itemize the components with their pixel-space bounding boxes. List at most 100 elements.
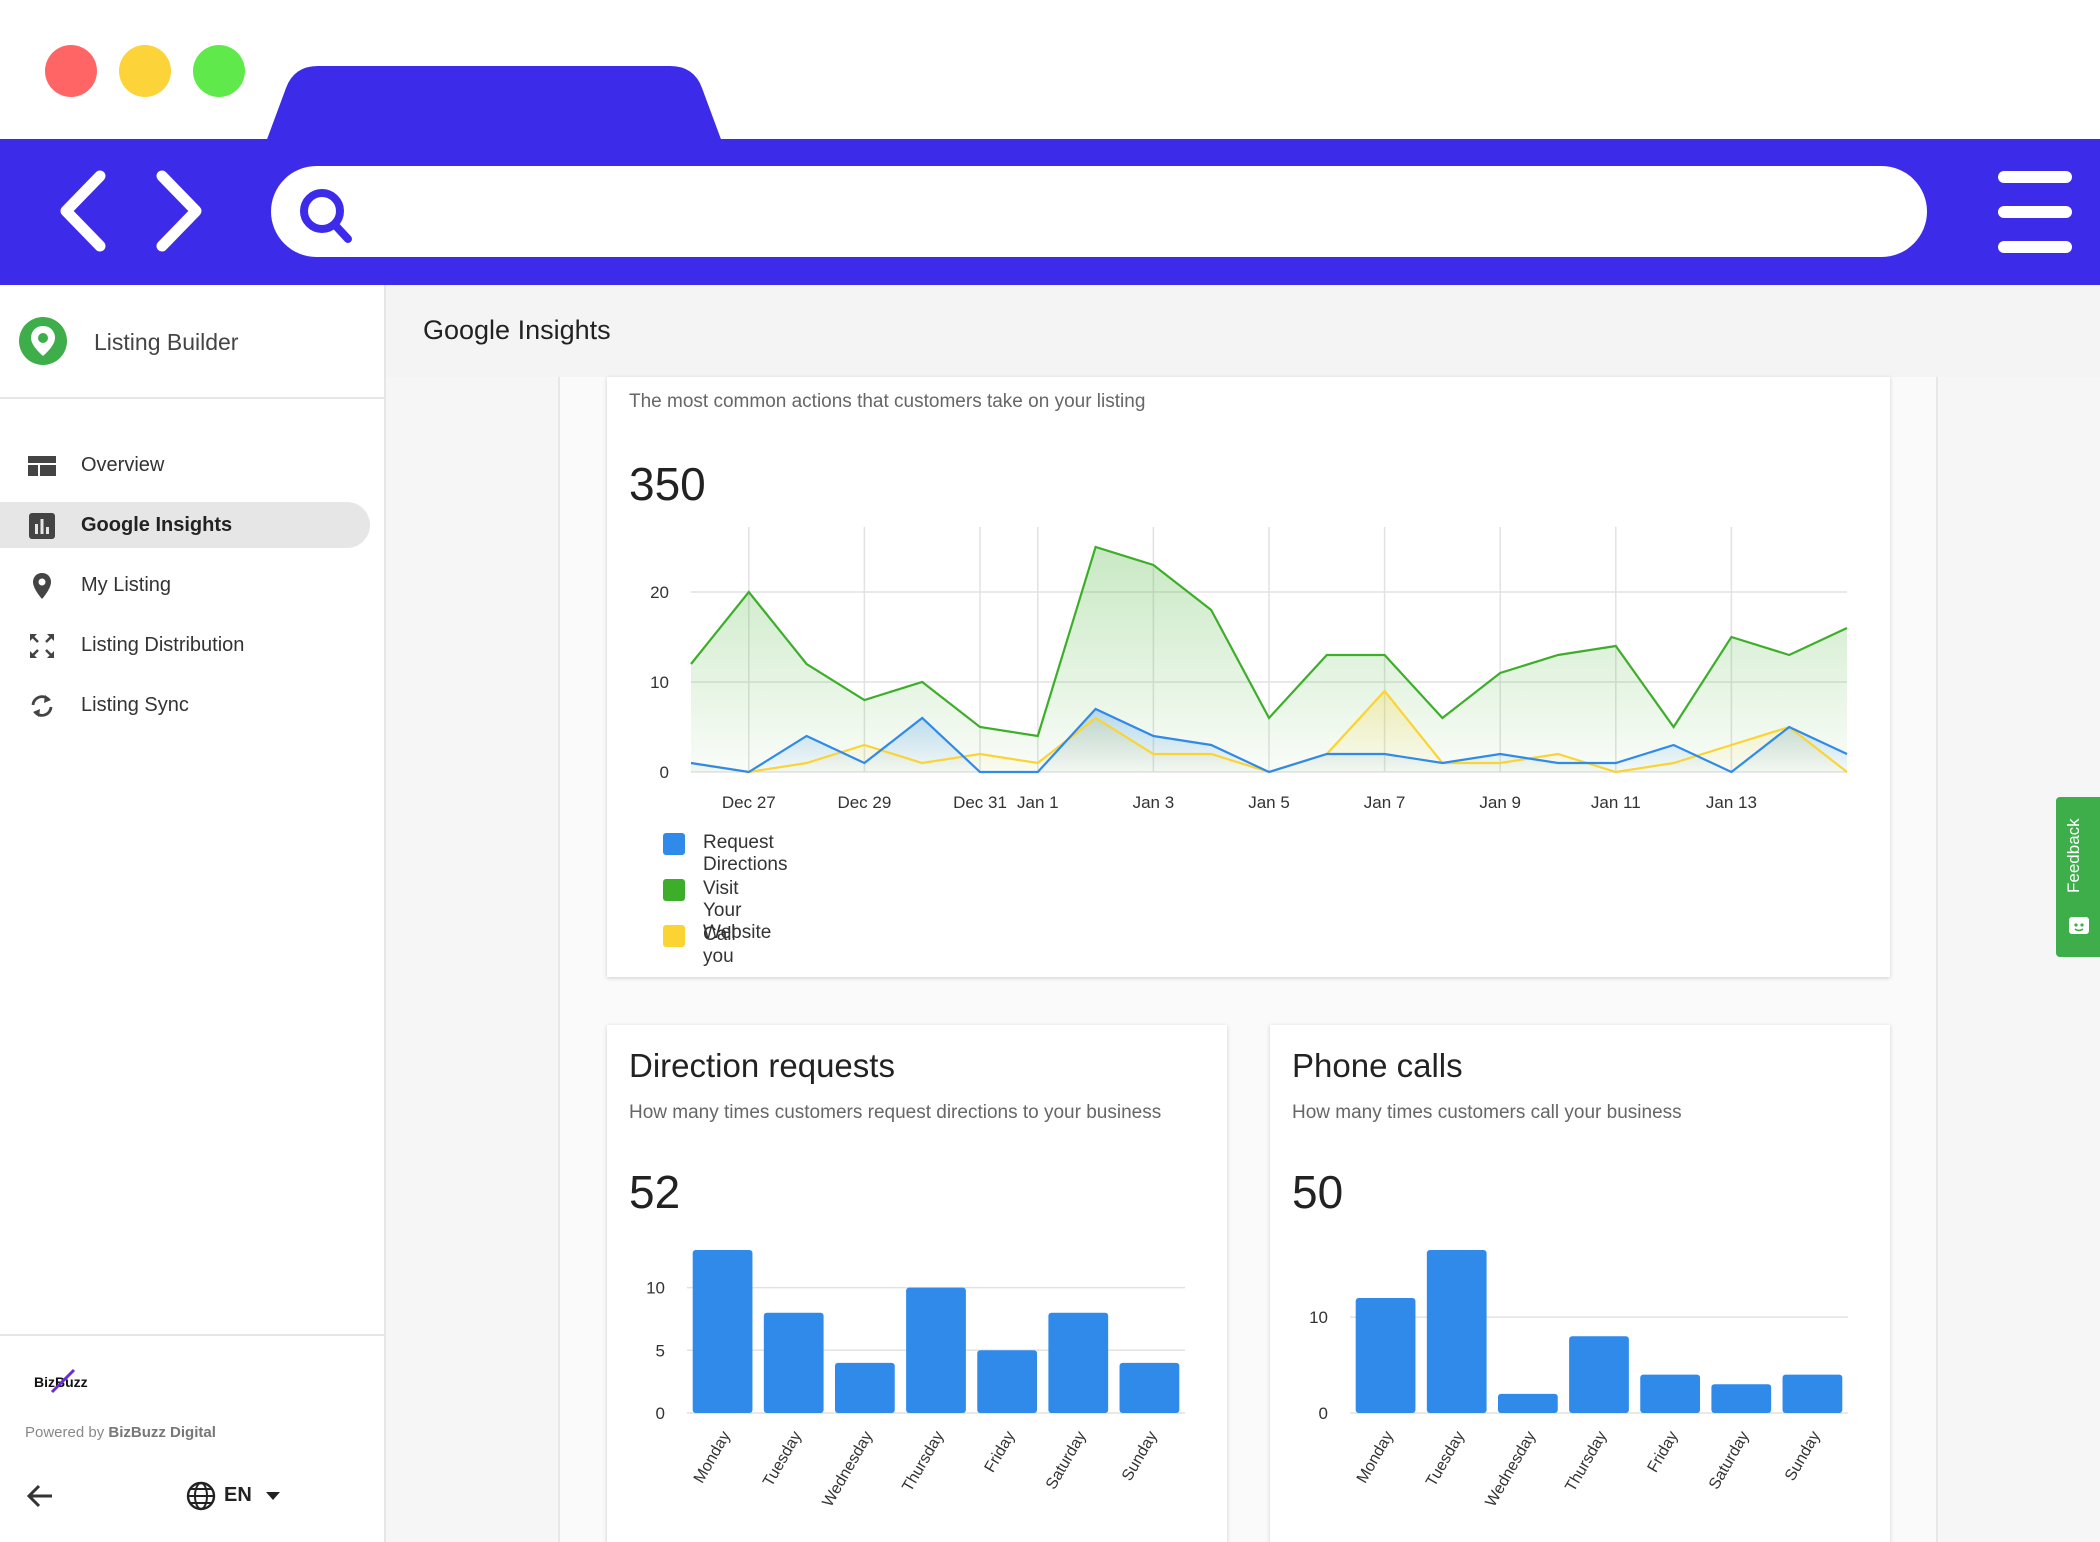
x-tick-label: Jan 3 <box>1133 793 1175 812</box>
window-minimize-dot[interactable] <box>119 45 171 97</box>
direction-requests-card: Direction requests How many times custom… <box>607 1025 1227 1542</box>
x-tick-label: Dec 27 <box>722 793 776 812</box>
bar <box>906 1287 966 1413</box>
feedback-tab[interactable]: Feedback <box>2056 797 2100 957</box>
bar <box>834 1362 895 1413</box>
language-selector[interactable]: EN <box>186 1480 286 1514</box>
card-subtitle: The most common actions that customers t… <box>629 391 1146 412</box>
sidebar-item-label: My Listing <box>81 574 172 596</box>
y-tick-label: 0 <box>1319 1404 1328 1423</box>
sidebar-item-label: Overview <box>81 454 165 476</box>
back-arrow-icon[interactable] <box>26 1481 56 1511</box>
sidebar-item-overview[interactable]: Overview <box>0 442 370 488</box>
browser-tab[interactable] <box>266 66 726 142</box>
window-maximize-dot[interactable] <box>193 45 245 97</box>
x-tick-label: Dec 29 <box>837 793 891 812</box>
x-tick-label: Friday <box>982 1429 1019 1476</box>
x-tick-label: Thursday <box>899 1429 947 1495</box>
x-tick-label: Wednesday <box>1482 1429 1539 1510</box>
y-tick-label: 20 <box>650 583 669 602</box>
x-tick-label: Sunday <box>1119 1429 1161 1484</box>
bar <box>692 1250 753 1413</box>
bar <box>1048 1312 1109 1413</box>
x-tick-label: Wednesday <box>819 1429 876 1510</box>
legend-swatch <box>663 925 685 947</box>
x-tick-label: Jan 9 <box>1479 793 1521 812</box>
series-area <box>691 709 1847 772</box>
x-tick-label: Saturday <box>1706 1429 1753 1493</box>
card-title: Direction requests <box>629 1047 895 1084</box>
bizbuzz-logo: BizBuzz <box>34 1368 88 1394</box>
x-tick-label: Monday <box>1354 1429 1397 1487</box>
address-bar[interactable] <box>271 166 1927 257</box>
bar <box>1355 1297 1416 1413</box>
directions-bar-chart: 0 5 10 Monday Tuesday Wednesday Thursday Friday… <box>646 1250 1185 1510</box>
x-tick-label: Jan 5 <box>1248 793 1290 812</box>
location-pin-icon <box>33 573 51 599</box>
feedback-chat-icon <box>2069 917 2089 934</box>
sidebar-item-my-listing[interactable]: My Listing <box>0 562 370 608</box>
bar-chart-icon <box>29 513 55 539</box>
sidebar-item-label: Google Insights <box>81 514 233 536</box>
phone-calls-card: Phone calls How many times customers cal… <box>1270 1025 1890 1542</box>
card-total: 50 <box>1292 1166 1344 1218</box>
bar <box>1569 1336 1629 1413</box>
search-icon[interactable] <box>290 183 360 247</box>
chevron-down-icon <box>266 1492 280 1500</box>
sidebar-brand[interactable]: Listing Builder <box>0 285 384 399</box>
y-tick-label: 10 <box>1309 1308 1328 1327</box>
card-subtitle: How many times customers call your busin… <box>1292 1102 1682 1123</box>
bar <box>977 1350 1038 1413</box>
bar <box>1426 1250 1487 1413</box>
page-title: Google Insights <box>423 315 611 345</box>
bar <box>1782 1374 1843 1413</box>
language-code: EN <box>224 1484 252 1506</box>
legend-label: Visit Your Website <box>703 878 772 943</box>
sidebar-footer: BizBuzz Powered by BizBuzz Digital EN <box>0 1334 384 1542</box>
sync-icon <box>31 695 53 717</box>
legend-swatch <box>663 879 685 901</box>
listing-builder-logo-icon <box>19 317 67 365</box>
bar <box>1119 1362 1180 1413</box>
x-tick-label: Saturday <box>1043 1429 1090 1493</box>
dashboard-icon <box>28 456 56 476</box>
bar <box>1640 1374 1701 1413</box>
bar <box>1711 1384 1772 1413</box>
bar <box>1497 1393 1558 1413</box>
actions-line-chart: 0 10 20 Dec 27 Dec 29 Dec 31 Jan 1 Jan 3 Jan 5 Ja… <box>650 527 1848 812</box>
x-tick-label: Jan 13 <box>1706 793 1757 812</box>
feedback-label: Feedback <box>2064 818 2083 893</box>
y-tick-label: 0 <box>656 1404 665 1423</box>
sidebar-item-label: Listing Sync <box>81 694 189 716</box>
legend-label: Call you <box>703 924 736 967</box>
legend-label: Request Directions <box>703 832 788 875</box>
y-tick-label: 0 <box>660 763 669 782</box>
sidebar: Listing Builder Overview Google Insights… <box>0 285 386 1542</box>
series-area <box>691 547 1847 772</box>
card-title: Phone calls <box>1292 1047 1463 1084</box>
back-nav-icon[interactable] <box>58 170 108 252</box>
sidebar-item-listing-sync[interactable]: Listing Sync <box>0 682 370 728</box>
powered-by-text: Powered by BizBuzz Digital <box>25 1424 216 1441</box>
x-tick-label: Sunday <box>1782 1429 1824 1484</box>
x-tick-label: Monday <box>691 1429 734 1487</box>
bar <box>763 1312 824 1413</box>
x-tick-label: Jan 7 <box>1364 793 1406 812</box>
series-line <box>690 707 1848 774</box>
x-tick-label: Dec 31 <box>953 793 1007 812</box>
hamburger-menu-icon[interactable] <box>1998 171 2072 253</box>
series-line <box>690 545 1848 738</box>
card-subtitle: How many times customers request directi… <box>629 1102 1162 1123</box>
sidebar-item-google-insights[interactable]: Google Insights <box>0 502 370 548</box>
x-tick-label: Thursday <box>1562 1429 1610 1495</box>
x-tick-label: Jan 11 <box>1591 793 1641 812</box>
globe-icon <box>186 1481 216 1511</box>
main-content: Google Insights The most common actions … <box>386 285 2100 1542</box>
x-tick-label: Jan 1 <box>1017 793 1059 812</box>
window-close-dot[interactable] <box>45 45 97 97</box>
expand-arrows-icon <box>30 634 54 658</box>
x-tick-label: Tuesday <box>1423 1429 1468 1490</box>
x-tick-label: Tuesday <box>760 1429 805 1490</box>
sidebar-item-listing-distribution[interactable]: Listing Distribution <box>0 622 370 668</box>
forward-nav-icon[interactable] <box>154 170 204 252</box>
